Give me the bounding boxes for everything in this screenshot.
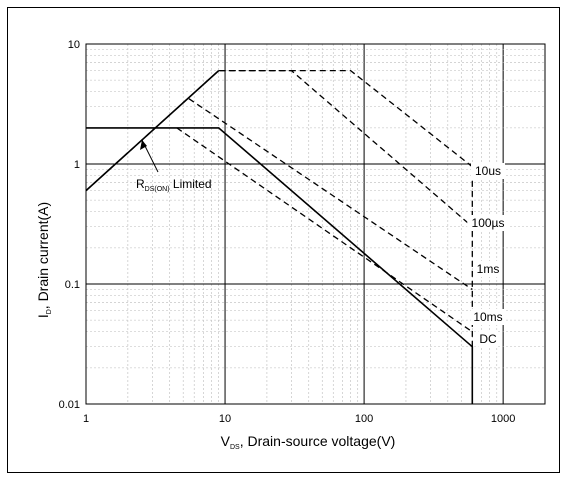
grid	[85, 43, 546, 405]
series-line-1ms	[188, 98, 473, 291]
x-tick-label: 10	[219, 413, 231, 425]
annotation-arrow-head	[140, 140, 147, 150]
series-line-dc	[86, 127, 474, 404]
y-axis-title: ID, Drain current(A)	[35, 202, 53, 318]
series-labels: 10us 100µs 1ms 10ms DC	[467, 163, 509, 347]
series-label-bg	[474, 261, 502, 277]
series-line-10us	[85, 69, 473, 404]
x-tick-label: 1	[83, 413, 89, 425]
y-tick-label: 10	[68, 39, 80, 51]
tick-labels: 1 10 100 1000 10 1 0.1 0.01	[59, 39, 516, 425]
series-line-boundary	[85, 70, 220, 192]
y-tick-label: 0.01	[59, 399, 80, 411]
x-tick-label: 100	[355, 413, 373, 425]
series-label: 1ms	[477, 262, 500, 276]
series-label: 100µs	[472, 216, 505, 230]
series-line-10ms	[176, 127, 473, 333]
rds-on-annotation: RDS(ON) Limited	[136, 177, 212, 193]
series-label: 10ms	[473, 310, 502, 324]
x-axis-title: VDS, Drain-source voltage(V)	[221, 433, 396, 451]
plot-area	[85, 43, 546, 405]
series-line-100s	[218, 69, 473, 228]
series-label-bg	[467, 215, 509, 231]
series-label-bg	[478, 331, 498, 347]
y-tick-label: 1	[74, 159, 80, 171]
series-label: 10us	[475, 164, 501, 178]
chart-frame	[7, 7, 560, 473]
y-tick-label: 0.1	[65, 279, 80, 291]
series-label-bg	[471, 309, 505, 325]
series-label: DC	[479, 332, 497, 346]
series-lines	[85, 69, 474, 404]
x-tick-label: 1000	[491, 413, 515, 425]
series-label-bg	[471, 163, 505, 179]
